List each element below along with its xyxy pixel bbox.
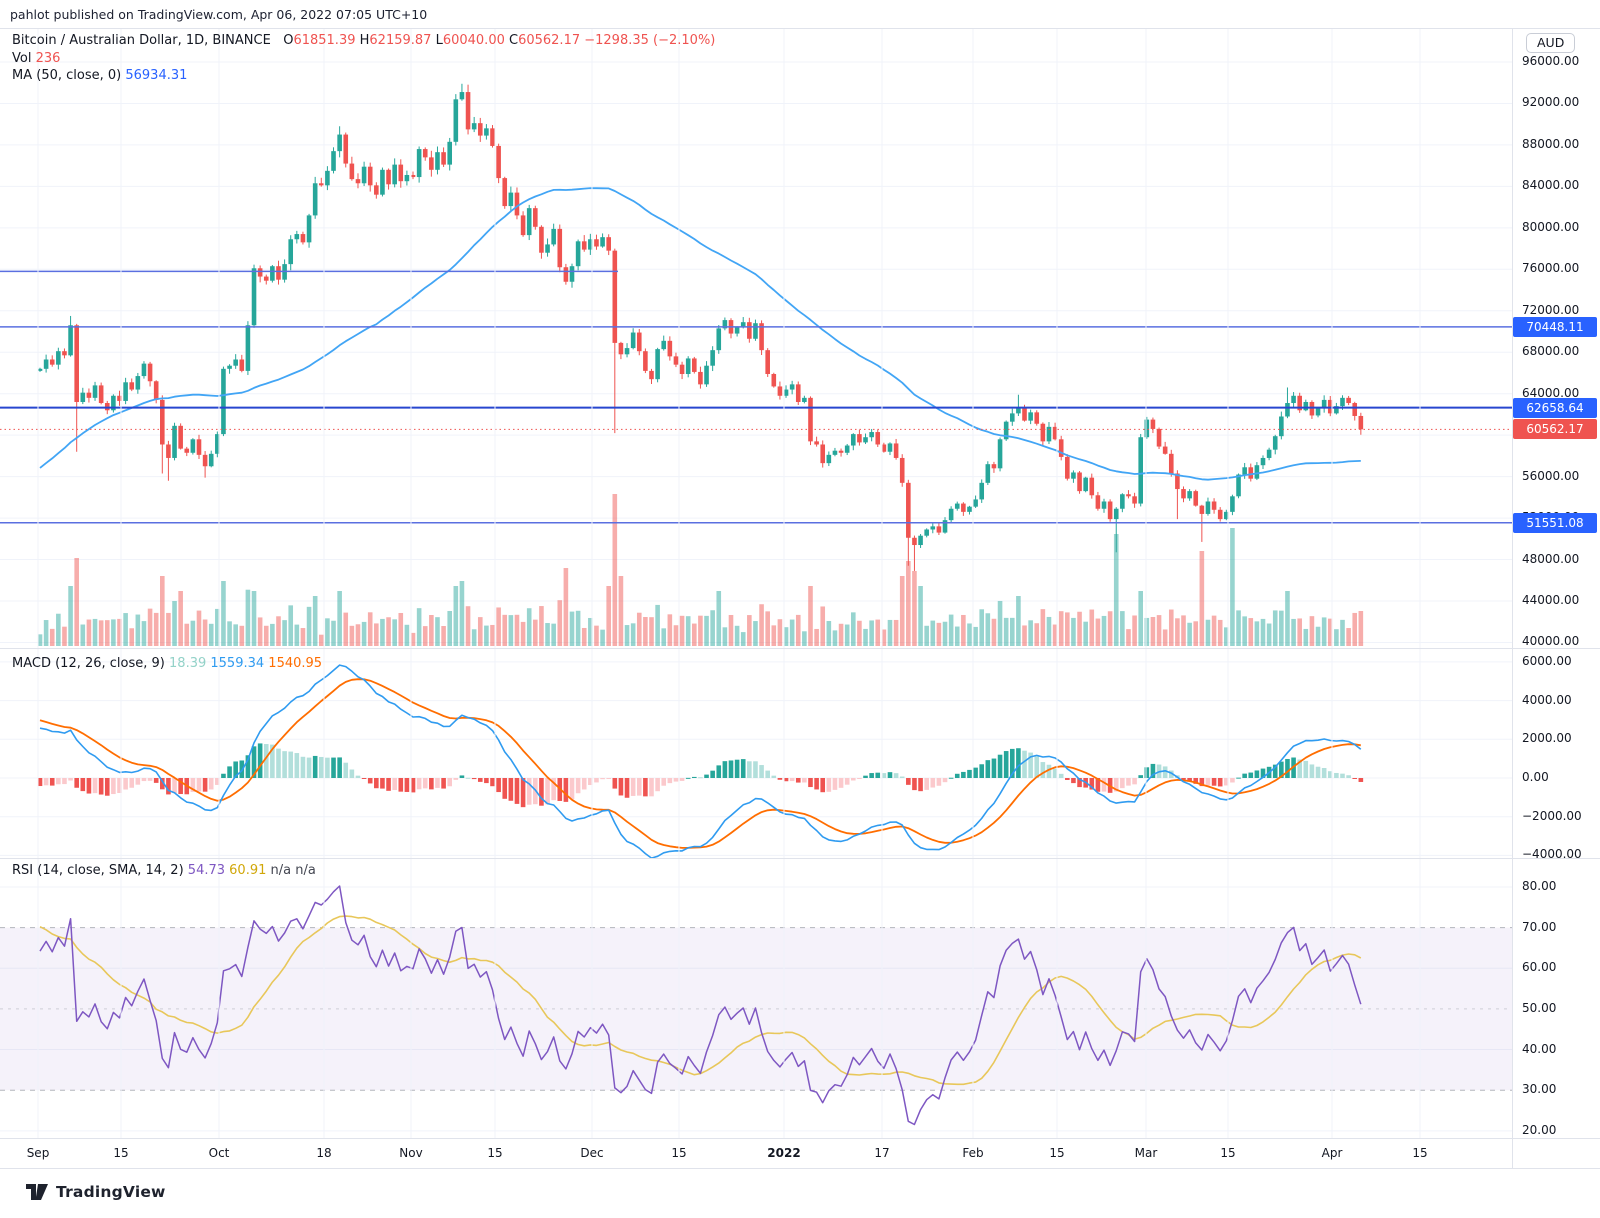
time-tick-label: 15	[1049, 1146, 1065, 1160]
time-tick-label: Sep	[26, 1146, 50, 1160]
currency-unit-button[interactable]: AUD	[1526, 33, 1576, 53]
time-tick-label: 15	[113, 1146, 129, 1160]
time-tick-label: 2022	[767, 1146, 801, 1160]
macd-hist-value: 18.39	[169, 656, 207, 671]
axis-tick-label: 80.00	[1522, 879, 1557, 893]
tradingview-logo-text: TradingView	[56, 1183, 166, 1201]
rsi-lower-band-value: n/a	[295, 863, 316, 878]
axis-tick-label: 64000.00	[1522, 385, 1580, 400]
macd-rsi-separator[interactable]	[0, 858, 1600, 859]
price-level-tag: 51551.08	[1513, 512, 1597, 533]
time-tick-label: 15	[671, 1146, 687, 1160]
axis-tick-label: 48000.00	[1522, 551, 1580, 566]
macd-line-value: 1559.34	[210, 656, 265, 671]
tradingview-logo-icon	[26, 1184, 48, 1200]
time-tick-label: Apr	[1321, 1146, 1343, 1160]
axis-tick-label: −4000.00	[1522, 847, 1582, 862]
axis-tick-label: 76000.00	[1522, 261, 1580, 276]
open-label: O	[283, 33, 294, 48]
symbol-title: Bitcoin / Australian Dollar, 1D, BINANCE	[12, 33, 271, 48]
axis-tick-label: 44000.00	[1522, 593, 1580, 607]
vol-value: 236	[35, 51, 61, 66]
close-label: C	[509, 33, 519, 48]
price-level-tag: 70448.11	[1513, 316, 1597, 337]
axis-tick-label: 0.00	[1522, 770, 1549, 784]
time-tick-label: Dec	[580, 1146, 604, 1160]
high-value: 62159.87	[369, 33, 432, 48]
macd-signal-value: 1540.95	[268, 656, 323, 671]
axis-tick-label: 72000.00	[1522, 302, 1580, 317]
tradingview-logo[interactable]: TradingView	[26, 1183, 166, 1201]
axis-tick-label: 30.00	[1522, 1082, 1557, 1097]
low-label: L	[435, 33, 443, 48]
axis-tick-label: 40000.00	[1522, 634, 1580, 649]
time-scale[interactable]	[0, 1139, 1512, 1168]
time-tick-label: 15	[487, 1146, 503, 1160]
time-tick-label: 15	[1412, 1146, 1428, 1160]
rsi-ma-value: 60.91	[229, 863, 267, 878]
axis-tick-label: 40.00	[1522, 1041, 1557, 1056]
ma-value: 56934.31	[125, 68, 188, 83]
volume-legend[interactable]: Vol 236	[12, 51, 60, 66]
ma-label: MA (50, close, 0)	[12, 68, 122, 83]
rsi-value: 54.73	[187, 863, 226, 878]
vol-label: Vol	[12, 51, 32, 66]
axis-tick-label: 20.00	[1522, 1122, 1557, 1137]
axis-tick-label: 84000.00	[1522, 178, 1580, 193]
price-level-tag: 62658.64	[1513, 397, 1597, 418]
time-tick-label: Mar	[1134, 1146, 1158, 1160]
axis-tick-label: 80000.00	[1522, 219, 1580, 234]
rsi-label: RSI (14, close, SMA, 14, 2)	[12, 863, 184, 878]
ma-legend[interactable]: MA (50, close, 0) 56934.31	[12, 68, 187, 83]
bottom-frame-line	[0, 1168, 1600, 1169]
rsi-upper-band-value: n/a	[270, 863, 292, 878]
time-tick-label: 15	[1220, 1146, 1236, 1160]
axis-tick-label: 70.00	[1522, 919, 1557, 934]
time-axis-separator	[0, 1138, 1600, 1139]
rsi-legend[interactable]: RSI (14, close, SMA, 14, 2) 54.73 60.91 …	[12, 863, 316, 878]
macd-label: MACD (12, 26, close, 9)	[12, 656, 165, 671]
macd-pane[interactable]	[0, 649, 1512, 858]
axis-tick-label: 2000.00	[1522, 731, 1572, 746]
published-watermark: pahlot published on TradingView.com, Apr…	[10, 7, 428, 22]
axis-tick-label: 50.00	[1522, 1000, 1557, 1015]
price-scale-separator	[1512, 28, 1513, 1168]
price-pane[interactable]	[0, 29, 1512, 648]
axis-tick-label: 92000.00	[1522, 95, 1580, 110]
axis-tick-label: 68000.00	[1522, 344, 1580, 359]
axis-tick-label: 6000.00	[1522, 653, 1572, 668]
axis-tick-label: 96000.00	[1522, 54, 1580, 68]
time-tick-label: Feb	[962, 1146, 984, 1160]
axis-tick-label: 60.00	[1522, 960, 1557, 975]
time-tick-label: Oct	[208, 1146, 230, 1160]
axis-tick-label: 56000.00	[1522, 468, 1580, 483]
macd-legend[interactable]: MACD (12, 26, close, 9) 18.39 1559.34 15…	[12, 656, 322, 671]
axis-tick-label: 4000.00	[1522, 692, 1572, 707]
time-tick-label: Nov	[399, 1146, 423, 1160]
low-value: 60040.00	[442, 33, 505, 48]
close-value: 60562.17	[518, 33, 581, 48]
top-separator	[0, 28, 1600, 29]
price-scale[interactable]	[1513, 60, 1600, 1138]
high-label: H	[359, 33, 370, 48]
price-level-tag: 60562.17	[1513, 419, 1597, 440]
axis-tick-label: −2000.00	[1522, 808, 1582, 823]
rsi-pane[interactable]	[0, 859, 1512, 1138]
price-macd-separator[interactable]	[0, 648, 1600, 649]
axis-tick-label: 88000.00	[1522, 136, 1580, 151]
change-value: −1298.35 (−2.10%)	[584, 33, 716, 48]
open-value: 61851.39	[293, 33, 356, 48]
time-tick-label: 17	[874, 1146, 890, 1160]
time-tick-label: 18	[316, 1146, 332, 1160]
symbol-legend[interactable]: Bitcoin / Australian Dollar, 1D, BINANCE…	[12, 33, 715, 48]
